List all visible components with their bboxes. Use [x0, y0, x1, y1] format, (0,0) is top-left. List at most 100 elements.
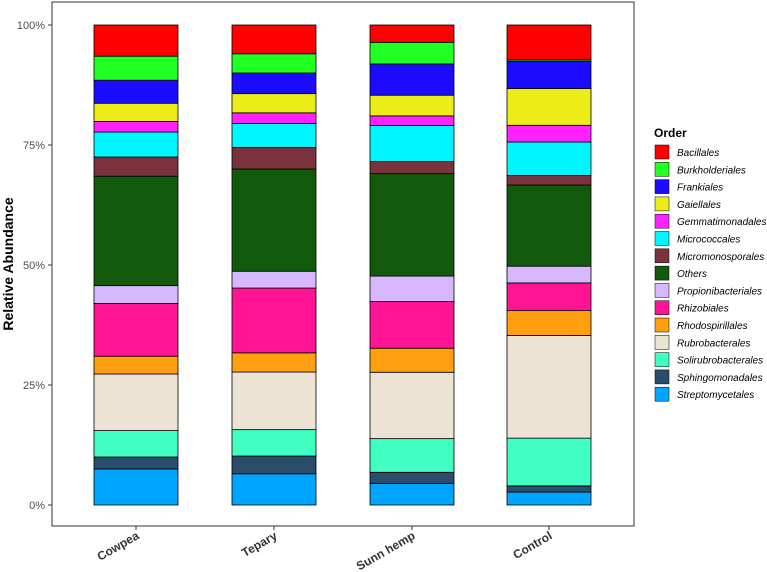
bar-segment-solirubrobacterales-tepary — [231, 429, 317, 457]
legend-label: Propionibacteriales — [677, 286, 762, 297]
legend-label: Rhodospirillales — [677, 321, 748, 332]
bar-segment-rubrobacterales-control — [506, 335, 592, 439]
bar-segment-rubrobacterales-cowpea — [93, 373, 179, 431]
bar-segment-rhodospirillales-control — [506, 310, 592, 336]
bar-segment-gaiellales-tepary — [231, 93, 317, 114]
legend-swatch — [654, 369, 670, 385]
bar-segment-gemmatimonadales-tepary — [231, 112, 317, 124]
bar-segment-sphingomonadales-control — [506, 485, 592, 493]
bar-segment-frankiales-sunn-hemp — [369, 63, 455, 96]
bar-segment-frankiales-control — [506, 60, 592, 89]
legend-label: Burkholderiales — [677, 165, 746, 176]
x-tick-label: Cowpea — [95, 528, 142, 563]
bar-segment-solirubrobacterales-cowpea — [93, 430, 179, 458]
bar-segment-propionibacteriales-sunn-hemp — [369, 275, 455, 302]
bar-segment-streptomycetales-cowpea — [93, 468, 179, 506]
x-axis: Cowpea Tepary Sunn hemp Control — [95, 526, 555, 572]
bar-segment-others-cowpea — [93, 175, 179, 287]
bar-segment-bacillales-sunn-hemp — [369, 24, 455, 43]
bar-segment-sphingomonadales-sunn-hemp — [369, 471, 455, 484]
y-axis: 0% 25% 50% 75% 100% — [17, 20, 52, 512]
bar-segment-micrococcales-control — [506, 141, 592, 176]
bar-segment-bacillales-cowpea — [93, 24, 179, 57]
legend-swatch — [654, 248, 670, 264]
legend-label: Rhizobiales — [677, 304, 729, 315]
bar-segment-rhizobiales-control — [506, 282, 592, 312]
legend-label: Micrococcales — [677, 235, 740, 246]
legend-swatch — [654, 352, 670, 367]
legend-swatch — [654, 196, 670, 212]
bar-segment-gaiellales-cowpea — [93, 102, 179, 122]
bar-segment-streptomycetales-sunn-hemp — [369, 482, 455, 506]
bar-segment-propionibacteriales-cowpea — [93, 285, 179, 304]
bar-segment-sphingomonadales-tepary — [231, 455, 317, 475]
bar-segment-propionibacteriales-control — [506, 265, 592, 284]
bar-segment-solirubrobacterales-control — [506, 437, 592, 487]
bar-segment-micrococcales-cowpea — [93, 131, 179, 158]
legend-label: Solirubrobacterales — [677, 356, 763, 367]
legend-swatch — [654, 162, 670, 177]
legend: Order Bacillales Burkholderiales Frankiale… — [654, 126, 766, 402]
legend-label: Bacillales — [677, 148, 719, 159]
bar-segment-gemmatimonadales-sunn-hemp — [369, 115, 455, 126]
bar-segment-micrococcales-tepary — [231, 123, 317, 148]
legend-swatch — [654, 300, 670, 315]
x-tick-label: Sunn hemp — [354, 528, 418, 572]
legend-label: Streptomycetales — [677, 390, 754, 401]
bar-segment-micromonosporales-tepary — [231, 146, 317, 170]
legend-label: Rubrobacterales — [677, 338, 750, 349]
legend-swatch — [654, 179, 670, 194]
bar-segment-rhizobiales-tepary — [231, 287, 317, 354]
bar-segment-burkholderiales-sunn-hemp — [369, 41, 455, 65]
bar-segment-gemmatimonadales-control — [506, 124, 592, 143]
legend-swatch — [654, 265, 670, 281]
legend-title: Order — [654, 126, 687, 140]
bar-segment-burkholderiales-cowpea — [93, 55, 179, 81]
legend-label: Sphingomonadales — [677, 373, 763, 384]
y-axis-label: Relative Abundance — [0, 197, 16, 331]
bar-segment-gemmatimonadales-cowpea — [93, 121, 179, 133]
y-tick-label: 100% — [17, 20, 45, 32]
bar-segment-gaiellales-sunn-hemp — [369, 94, 455, 117]
bar-segment-micromonosporales-cowpea — [93, 156, 179, 177]
bar-segment-rubrobacterales-sunn-hemp — [369, 371, 455, 440]
legend-label: Gaiellales — [677, 200, 721, 211]
bar-segment-rhodospirillales-cowpea — [93, 355, 179, 375]
bar-segment-rhodospirillales-tepary — [231, 352, 317, 373]
legend-swatch — [654, 335, 670, 350]
bar-segment-micromonosporales-control — [506, 175, 592, 186]
bar-segment-rubrobacterales-tepary — [231, 371, 317, 431]
legend-label: Frankiales — [677, 183, 723, 194]
bar-segment-rhodospirillales-sunn-hemp — [369, 347, 455, 373]
y-tick-label: 25% — [23, 380, 45, 392]
bar-segment-bacillales-tepary — [231, 24, 317, 55]
bar-segment-rhizobiales-sunn-hemp — [369, 301, 455, 349]
bar-segment-solirubrobacterales-sunn-hemp — [369, 438, 455, 473]
bar-segment-others-sunn-hemp — [369, 173, 455, 277]
legend-swatch — [654, 144, 670, 160]
y-tick-label: 0% — [29, 500, 45, 512]
bar-segment-propionibacteriales-tepary — [231, 270, 317, 289]
legend-swatch — [654, 213, 670, 229]
bar-segment-streptomycetales-control — [506, 491, 592, 506]
y-tick-label: 50% — [23, 260, 45, 272]
legend-label: Gemmatimonadales — [677, 217, 766, 228]
bar-segment-others-control — [506, 184, 592, 267]
y-tick-label: 75% — [23, 140, 45, 152]
x-tick-label: Tepary — [239, 528, 280, 560]
bar-segment-streptomycetales-tepary — [231, 473, 317, 506]
legend-swatch — [654, 283, 670, 298]
bar-segment-gaiellales-control — [506, 88, 592, 126]
x-tick-label: Control — [511, 528, 555, 561]
bars — [93, 24, 592, 506]
legend-label: Others — [677, 269, 707, 280]
legend-swatch — [654, 317, 670, 333]
bar-segment-micromonosporales-sunn-hemp — [369, 161, 455, 175]
bar-segment-rhizobiales-cowpea — [93, 302, 179, 357]
bar-segment-micrococcales-sunn-hemp — [369, 125, 455, 162]
legend-swatch — [654, 386, 670, 402]
legend-swatch — [654, 231, 670, 246]
bar-segment-frankiales-tepary — [231, 72, 317, 95]
bar-segment-frankiales-cowpea — [93, 79, 179, 104]
